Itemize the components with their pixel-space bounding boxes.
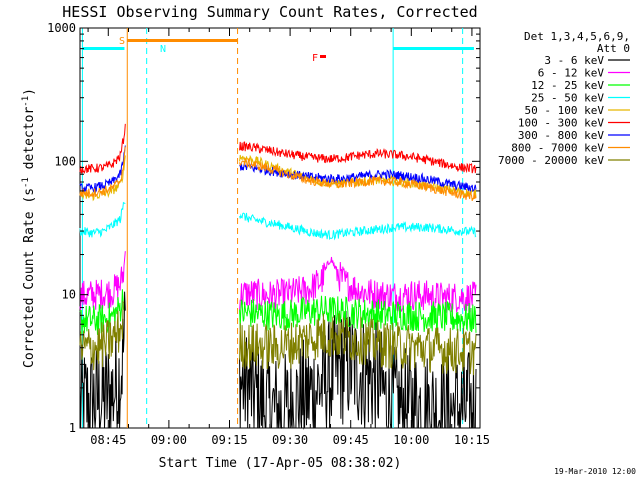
legend-header-line-2: Att 0 xyxy=(597,42,630,55)
series-trace xyxy=(239,310,477,430)
legend-label: 12 - 25 keV xyxy=(531,79,604,92)
series-trace xyxy=(79,123,126,175)
series-trace xyxy=(239,212,477,241)
legend-label: 3 - 6 keV xyxy=(544,54,604,67)
legend-label: 6 - 12 keV xyxy=(538,67,605,80)
x-tick-label: 10:00 xyxy=(393,433,429,447)
flag-label-s: S xyxy=(119,36,125,47)
series-trace xyxy=(239,256,477,315)
series-trace xyxy=(79,289,125,335)
y-axis-label-sup-1: -1 xyxy=(21,177,31,188)
legend-label: 100 - 300 keV xyxy=(518,117,604,130)
y-tick-label: 100 xyxy=(54,154,76,168)
series-layer xyxy=(79,123,477,430)
x-axis-label: Start Time (17-Apr-05 08:38:02) xyxy=(159,456,402,471)
series-trace xyxy=(239,141,477,174)
y-tick-label: 1 xyxy=(69,421,76,435)
x-tick-label: 09:30 xyxy=(272,433,308,447)
series-trace xyxy=(79,300,125,371)
series-trace xyxy=(239,157,477,202)
y-axis-label: Corrected Count Rate (s-1 detector-1) xyxy=(21,88,37,368)
x-tick-label: 08:45 xyxy=(90,433,126,447)
series-trace xyxy=(239,295,477,333)
x-tick-label: 09:45 xyxy=(333,433,369,447)
series-trace xyxy=(79,146,126,198)
series-trace xyxy=(79,201,126,238)
y-tick-label: 1000 xyxy=(47,21,76,35)
y-axis-label-mid: detector xyxy=(22,107,37,178)
legend-label: 7000 - 20000 keV xyxy=(498,154,604,167)
flag-bar-flare xyxy=(320,55,326,58)
series-800_7000keV xyxy=(79,146,477,202)
series-7000_20000keV xyxy=(79,300,477,376)
legend-header-line-1: Det 1,3,4,5,6,9, xyxy=(524,30,630,43)
axis-tick-labels: 08:45 09:00 09:15 09:30 09:45 10:00 10:15 1 10 10… xyxy=(47,21,490,447)
x-tick-label: 09:00 xyxy=(151,433,187,447)
series-trace xyxy=(79,145,126,194)
legend-label: 25 - 50 keV xyxy=(531,92,604,105)
legend-label: 300 - 800 keV xyxy=(518,129,604,142)
series-25_50keV xyxy=(79,201,477,241)
series-trace xyxy=(239,313,477,376)
y-tick-label: 10 xyxy=(62,288,76,302)
flag-bar-night xyxy=(82,47,125,50)
legend-label: 50 - 100 keV xyxy=(525,104,605,117)
legend-label: 800 - 7000 keV xyxy=(511,142,604,155)
flag-label-f: F xyxy=(312,53,318,64)
flag-bar-night xyxy=(393,47,474,50)
y-axis-label-main: Corrected Count Rate (s xyxy=(22,188,37,368)
series-12_25keV xyxy=(79,289,477,335)
series-100_300keV xyxy=(79,123,477,175)
footer-date: 19-Mar-2010 12:00 xyxy=(554,467,636,476)
x-tick-label: 09:15 xyxy=(211,433,247,447)
flag-bar-saa xyxy=(127,39,238,42)
y-axis-label-sup-2: -1 xyxy=(21,96,31,107)
y-axis-label-end: ) xyxy=(22,88,37,96)
chart-title: HESSI Observing Summary Count Rates, Cor… xyxy=(62,3,477,21)
x-tick-label: 10:15 xyxy=(454,433,490,447)
flag-layer: S N F xyxy=(82,36,474,64)
axis-ticks xyxy=(80,27,480,429)
flag-label-n: N xyxy=(160,44,166,55)
